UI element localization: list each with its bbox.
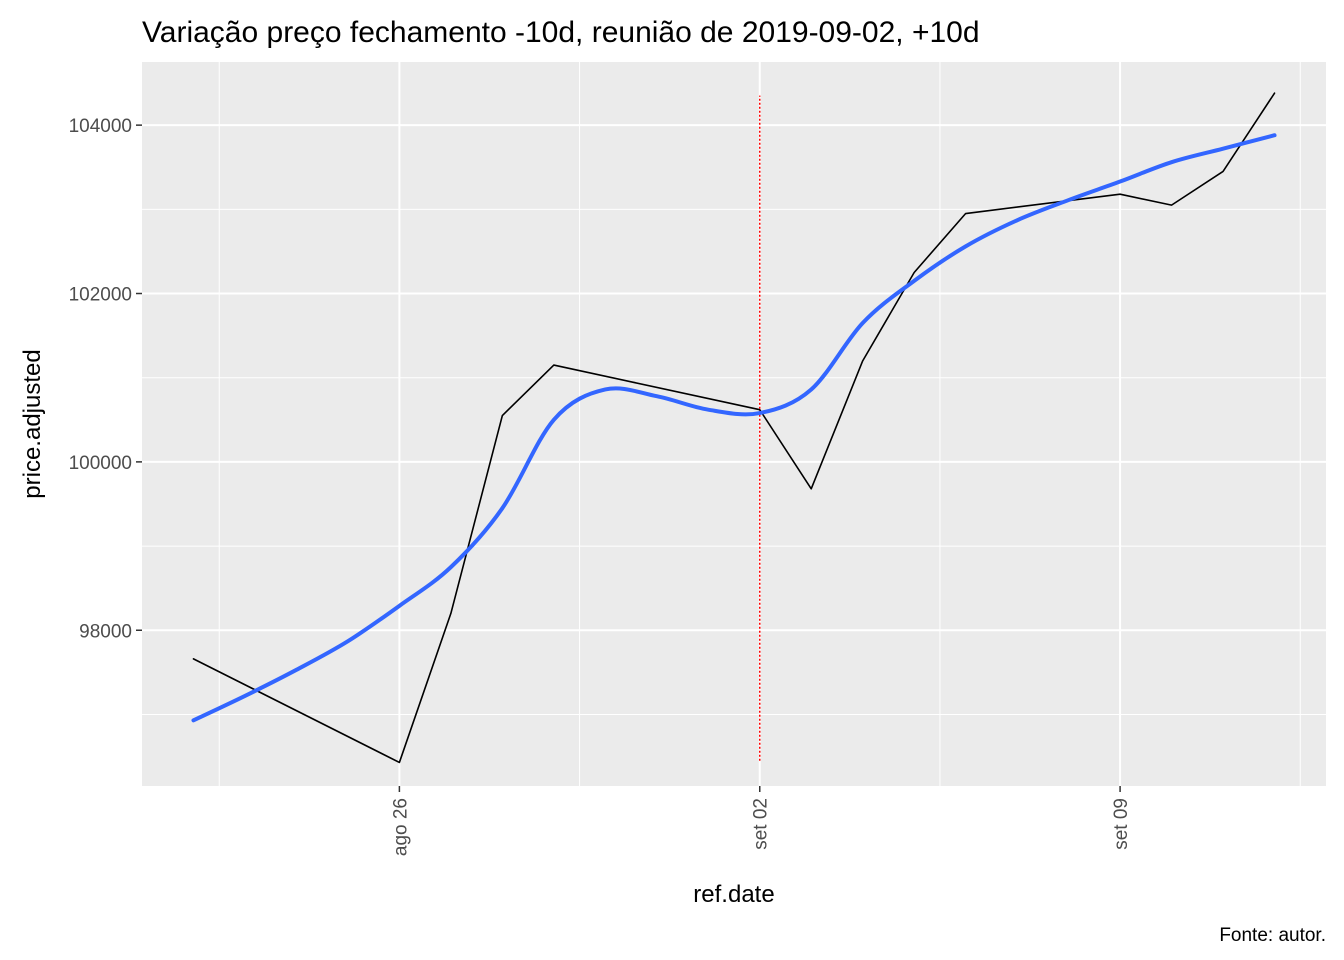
grid-minor [142,62,1326,786]
x-axis: ago 26 set 02 set 09 [390,786,1132,856]
x-tick-label: set 09 [1111,798,1132,850]
price-line [192,92,1276,764]
x-axis-title: ref.date [693,881,774,908]
chart-title: Variação preço fechamento -10d, reunião … [142,16,980,49]
x-tick-label: set 02 [751,798,772,850]
y-tick-label: 102000 [69,285,132,306]
x-tick-label: ago 26 [390,798,411,856]
y-tick-label: 104000 [69,116,132,137]
y-axis: 98000 100000 102000 104000 [69,116,142,642]
y-axis-title: price.adjusted [19,349,46,498]
chart-caption: Fonte: autor. [1219,925,1326,946]
y-tick-label: 100000 [69,453,132,474]
plot-panel [142,62,1326,786]
y-tick-label: 98000 [79,621,132,642]
series-layer [191,92,1277,764]
smooth-trend-line [191,133,1277,723]
